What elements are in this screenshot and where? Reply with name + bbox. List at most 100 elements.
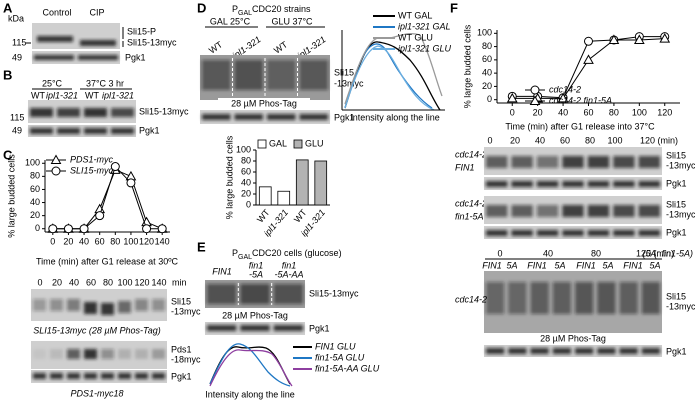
x-tick-label: 140 xyxy=(155,236,170,246)
data-point xyxy=(95,211,105,221)
label: 115 xyxy=(10,112,24,122)
blot-band xyxy=(207,284,237,304)
label: 120 (min) xyxy=(636,248,674,258)
blot-band xyxy=(240,325,270,331)
label: 37°C 3 hr xyxy=(86,78,124,88)
blot-band xyxy=(536,156,559,168)
y-axis-label: % large budded cells xyxy=(462,24,472,108)
y-tick-label: 60 xyxy=(30,184,40,194)
label: Pgk1 xyxy=(666,227,687,237)
label: 49 xyxy=(12,125,22,135)
label: ipl1-321 GLU xyxy=(398,43,452,53)
data-point xyxy=(48,224,58,234)
blot-band xyxy=(202,60,231,90)
label: Pgk1 xyxy=(666,346,687,356)
label: WT xyxy=(207,39,225,56)
label: C xyxy=(3,147,13,162)
y-tick-label: 40 xyxy=(241,177,251,187)
legend-label: cdc14-2 xyxy=(549,84,581,94)
blot-band xyxy=(101,303,114,315)
blot-band xyxy=(84,373,97,379)
label: 80 xyxy=(585,135,595,145)
data-point xyxy=(51,166,61,176)
blot-band xyxy=(30,128,53,134)
label: 28 µM Phos-Tag xyxy=(231,98,297,108)
label: Intensity along the line xyxy=(205,389,295,399)
profile-line xyxy=(344,45,435,111)
blot-band xyxy=(508,282,527,314)
blot-band xyxy=(152,373,165,379)
blot-band xyxy=(57,108,80,117)
label: cdc14-2 xyxy=(455,198,487,208)
label: 20 xyxy=(52,277,62,287)
label: ipl1-321 xyxy=(102,90,134,100)
blot-band xyxy=(273,284,303,304)
label: 80 xyxy=(591,248,601,258)
blot-band xyxy=(80,40,116,46)
bar xyxy=(277,190,291,206)
caption-bg xyxy=(218,98,310,109)
x-tick-label: 80 xyxy=(609,107,619,117)
label: FIN1 GLU xyxy=(315,341,356,351)
blot xyxy=(31,370,167,383)
label: Sli15-13myc xyxy=(309,288,359,298)
label: Sli15 xyxy=(666,199,686,209)
blot-band xyxy=(299,60,328,90)
label: Sli15-13myc xyxy=(139,106,189,116)
blot-band xyxy=(530,282,549,314)
x-tick-label: 80 xyxy=(110,236,120,246)
blot-band xyxy=(486,205,508,217)
blot-band xyxy=(638,205,660,217)
label: GAL 25°C xyxy=(210,16,251,26)
label: D xyxy=(197,0,206,15)
blot-band xyxy=(575,282,594,314)
x-tick-label: 60 xyxy=(95,236,105,246)
y-tick-label: 80 xyxy=(241,155,251,165)
blot-band xyxy=(33,373,46,379)
blot-band xyxy=(67,349,80,359)
blot-band xyxy=(536,181,559,187)
label: 49 xyxy=(12,52,22,62)
label: Control xyxy=(42,7,71,17)
blot-band xyxy=(33,299,46,311)
blot-band xyxy=(552,348,571,354)
label: Pgk1 xyxy=(139,125,160,135)
blot-band xyxy=(111,108,134,117)
blot-band xyxy=(613,205,635,217)
blot-band xyxy=(57,128,80,134)
label: fin1-5A xyxy=(455,211,484,221)
label: -13myc xyxy=(666,301,695,311)
blot-band xyxy=(562,181,584,187)
y-tick-label: 100 xyxy=(236,144,251,154)
blot xyxy=(484,345,662,357)
label: Sli15 xyxy=(666,150,686,160)
blot-band xyxy=(299,114,328,120)
blot-band xyxy=(587,181,610,187)
label: -13myc xyxy=(666,160,695,170)
label: Pgk1 xyxy=(171,371,192,381)
data-point xyxy=(633,34,645,44)
label: FIN1 xyxy=(623,260,643,270)
label: ipl1-321 xyxy=(46,90,78,100)
legend-swatch xyxy=(293,139,303,149)
blot-band xyxy=(84,349,97,359)
label: 28 µM Phos-Tag xyxy=(222,310,288,320)
blot-band xyxy=(508,348,527,354)
y-tick-label: 20 xyxy=(482,81,492,91)
blot-band xyxy=(511,230,533,236)
y-tick-label: 100 xyxy=(25,158,40,168)
y-tick-label: 60 xyxy=(241,166,251,176)
data-point xyxy=(157,224,167,234)
blot-band xyxy=(486,181,508,187)
blot-band xyxy=(202,114,231,120)
label: cdc14-2 xyxy=(455,149,487,159)
label: 40 xyxy=(69,277,79,287)
y-tick-label: 80 xyxy=(30,171,40,181)
label: GLU 37°C xyxy=(271,16,313,26)
x-tick-label: 20 xyxy=(533,107,543,117)
blot-band xyxy=(118,373,131,379)
label: 5A xyxy=(602,260,613,270)
data-point xyxy=(110,162,120,172)
data-point xyxy=(506,92,518,103)
